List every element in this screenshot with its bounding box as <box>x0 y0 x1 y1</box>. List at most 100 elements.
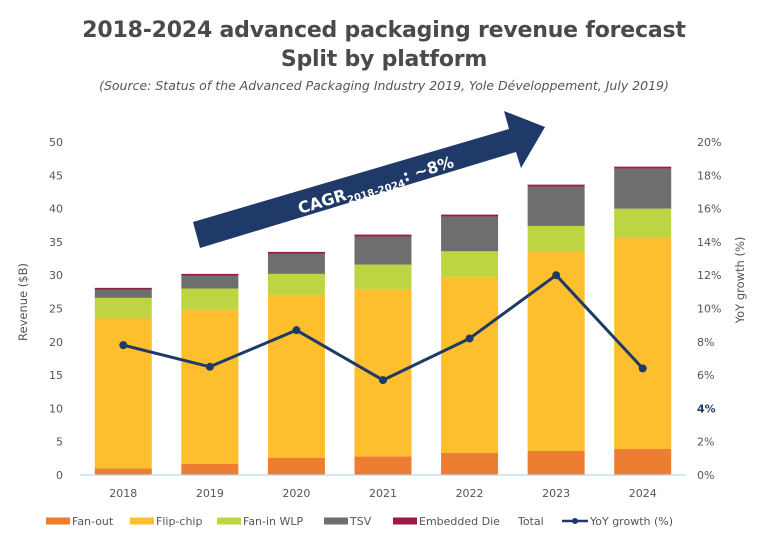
bar-fan-out-2023 <box>527 451 585 475</box>
bar-embedded-die-2019 <box>181 273 239 276</box>
bar-embedded-die-2023 <box>527 184 585 187</box>
bar-fan-in-wlp-2023 <box>527 225 585 252</box>
y-axis-label: Revenue ($B) <box>16 263 30 341</box>
y2-tick-label: 4% <box>697 402 716 415</box>
x-tick-label: 2020 <box>282 487 310 500</box>
bar-stack-2021 <box>354 234 412 475</box>
y-tick-label: 40 <box>49 203 63 216</box>
y2-tick-label: 16% <box>697 203 721 216</box>
x-tick-label: 2018 <box>109 487 137 500</box>
chart-subtitle: Split by platform <box>280 47 488 72</box>
chart-source: (Source: Status of the Advanced Packagin… <box>99 78 669 93</box>
legend-swatch <box>393 517 417 525</box>
y2-tick-label: 2% <box>697 436 714 449</box>
bar-flip-chip-2023 <box>527 251 585 452</box>
bar-fan-in-wlp-2022 <box>441 251 499 278</box>
y-tick-label: 15 <box>49 369 63 382</box>
bar-tsv-2020 <box>267 253 325 274</box>
bar-tsv-2019 <box>181 275 239 289</box>
legend-label: Fan-in WLP <box>243 515 304 528</box>
bar-fan-out-2019 <box>181 463 239 475</box>
legend-item-flip-chip: Flip-chip <box>130 515 202 528</box>
legend-label: TSV <box>349 515 372 528</box>
y-axis-right: 0% 2% 4% 6% 8% 10% 12% 14% 16% 18% 20% <box>697 136 721 482</box>
bar-fan-in-wlp-2018 <box>94 297 152 319</box>
legend-marker <box>572 518 578 524</box>
yoy-point-2022 <box>465 334 474 343</box>
bar-flip-chip-2022 <box>441 277 499 454</box>
y-tick-label: 5 <box>56 436 63 449</box>
bar-embedded-die-2021 <box>354 234 412 237</box>
cagr-arrow-shape <box>193 111 545 248</box>
bar-flip-chip-2019 <box>181 309 239 464</box>
bar-fan-out-2018 <box>94 468 152 475</box>
bar-stack-2019 <box>181 273 239 475</box>
yoy-point-2019 <box>205 362 214 371</box>
bar-fan-out-2022 <box>441 453 499 475</box>
legend-item-total: Total <box>517 515 544 528</box>
bar-flip-chip-2024 <box>614 237 672 450</box>
legend: Fan-out Flip-chip Fan-in WLP TSV Embedded Di… <box>46 515 673 528</box>
bar-fan-in-wlp-2020 <box>267 273 325 296</box>
y-axis-left: 0 5 10 15 20 25 30 35 40 45 50 <box>49 136 63 482</box>
bar-stack-2018 <box>94 287 152 475</box>
x-tick-label: 2019 <box>196 487 224 500</box>
y2-tick-label: 20% <box>697 136 721 149</box>
legend-swatch <box>324 517 348 525</box>
bar-fan-in-wlp-2024 <box>614 208 672 238</box>
y-tick-label: 20 <box>49 336 63 349</box>
bar-fan-in-wlp-2019 <box>181 288 239 310</box>
legend-label: YoY growth (%) <box>589 515 673 528</box>
bar-fan-out-2021 <box>354 456 412 475</box>
legend-item-embedded-die: Embedded Die <box>393 515 500 528</box>
y2-tick-label: 8% <box>697 336 714 349</box>
yoy-point-2024 <box>638 364 647 373</box>
yoy-line-group <box>119 271 647 385</box>
yoy-point-2018 <box>119 341 128 350</box>
bar-embedded-die-2024 <box>614 166 672 169</box>
legend-label: Flip-chip <box>156 515 202 528</box>
bar-stack-2024 <box>614 166 672 475</box>
bar-flip-chip-2020 <box>267 295 325 458</box>
y2-tick-label: 12% <box>697 269 721 282</box>
bar-stack-2022 <box>441 214 499 475</box>
x-tick-label: 2023 <box>542 487 570 500</box>
bar-fan-in-wlp-2021 <box>354 264 412 290</box>
x-tick-label: 2021 <box>369 487 397 500</box>
y2-tick-label: 0% <box>697 469 714 482</box>
y-tick-label: 50 <box>49 136 63 149</box>
y-tick-label: 25 <box>49 303 63 316</box>
x-tick-label: 2024 <box>629 487 657 500</box>
bar-embedded-die-2020 <box>267 251 325 254</box>
y2-axis-label: YoY growth (%) <box>733 237 747 325</box>
bar-fan-out-2020 <box>267 457 325 475</box>
yoy-point-2021 <box>379 376 387 385</box>
y2-tick-label: 18% <box>697 169 721 182</box>
bar-stack-2020 <box>267 251 325 475</box>
y-tick-label: 0 <box>56 469 63 482</box>
bar-flip-chip-2018 <box>94 318 152 469</box>
bar-fan-out-2024 <box>614 449 672 475</box>
legend-label: Fan-out <box>72 515 114 528</box>
y-tick-label: 10 <box>49 402 63 415</box>
chart-title: 2018-2024 advanced packaging revenue for… <box>82 18 686 43</box>
yoy-point-2023 <box>552 271 561 280</box>
legend-item-tsv: TSV <box>324 515 372 528</box>
legend-item-fan-out: Fan-out <box>46 515 114 528</box>
yoy-point-2020 <box>292 326 301 335</box>
bar-stack-2023 <box>527 184 585 475</box>
legend-swatch <box>46 517 70 525</box>
bar-tsv-2022 <box>441 216 499 252</box>
bar-flip-chip-2021 <box>354 289 412 457</box>
bar-tsv-2018 <box>94 289 152 298</box>
bars-group <box>94 166 672 475</box>
bar-embedded-die-2018 <box>94 287 152 290</box>
y2-tick-label: 10% <box>697 303 721 316</box>
legend-label: Embedded Die <box>419 515 500 528</box>
bar-embedded-die-2022 <box>441 214 499 217</box>
legend-item-yoy-growth: YoY growth (%) <box>562 515 673 528</box>
y2-tick-label: 6% <box>697 369 714 382</box>
bar-tsv-2021 <box>354 236 412 265</box>
x-axis: 2018 2019 2020 2021 2022 2023 2024 <box>109 487 656 500</box>
